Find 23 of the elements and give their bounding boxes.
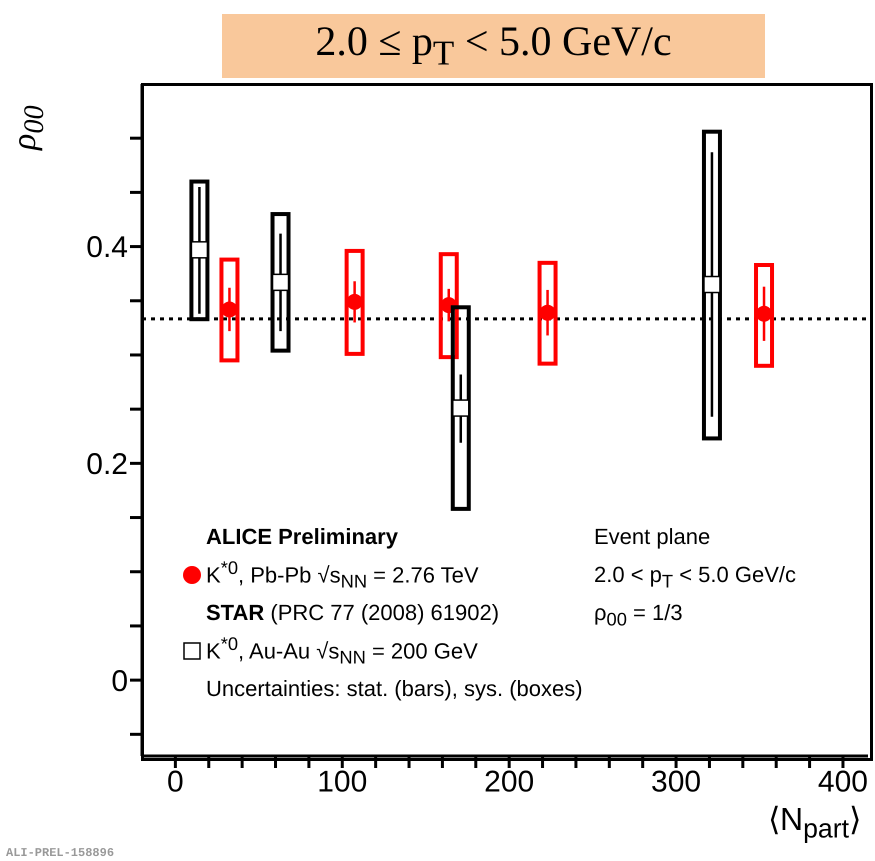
y-tick-label: 0.4 [86, 231, 128, 264]
annotation: ALICE Preliminary [206, 524, 398, 549]
point [190, 241, 208, 259]
x-tick-label: 200 [484, 765, 534, 798]
legend-label: K$^{*0}$, Pb-Pb √s$_{NN}$ = 2.76 TeV [206, 557, 479, 593]
point [703, 276, 721, 294]
text: ALI-PREL-158896 [6, 846, 114, 860]
x-tick-label: 100 [317, 765, 368, 798]
point [272, 274, 290, 292]
annotation: ρ$_{00}$ = 1/3 [594, 599, 684, 632]
point [452, 399, 470, 417]
x-axis-title: ⟨N$_{part}$⟩ [768, 800, 861, 844]
x-tick-label: 300 [651, 765, 702, 798]
y-tick-label: 0 [111, 664, 128, 698]
x-tick-label: 400 [818, 765, 868, 798]
annotation: Event plane [594, 523, 712, 551]
annotation: STAR (PRC 77 (2008) 61902) [205, 599, 500, 627]
y-tick-label: 0.2 [86, 448, 128, 482]
annotation: 2.0 < p$_{T}$ < 5.0 GeV/c [594, 561, 796, 594]
legend-label: K$^{*0}$, Au-Au √s$_{NN}$ = 200 GeV [206, 633, 478, 669]
x-tick-label: 0 [167, 765, 184, 798]
chart-title: 2.0 ≤ p$_{T}$ < 5.0 GeV/c [315, 18, 672, 74]
annotation: Uncertainties: stat. (bars), sys. (boxes) [205, 675, 583, 703]
